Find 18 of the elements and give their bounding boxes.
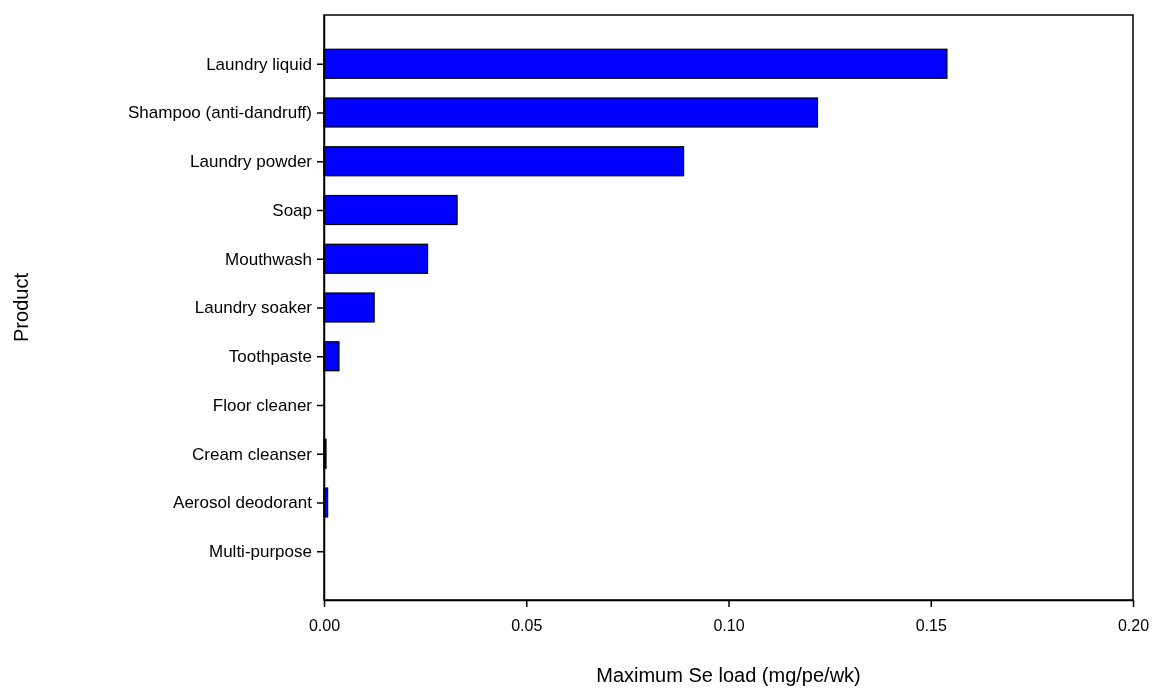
y-tick-label: Toothpaste xyxy=(228,347,312,367)
y-tick-label: Cream cleanser xyxy=(192,444,313,464)
y-tick-label: Laundry soaker xyxy=(194,298,313,318)
y-tick-label: Shampoo (anti-dandruff) xyxy=(128,103,312,123)
y-tick-label: Floor cleaner xyxy=(212,395,313,415)
y-axis-title: Product xyxy=(10,272,32,342)
x-axis-title: Maximum Se load (mg/pe/wk) xyxy=(596,664,861,686)
y-tick-label: Soap xyxy=(272,200,312,220)
x-tick-label: 0.20 xyxy=(1117,616,1150,634)
y-tick-label: Mouthwash xyxy=(225,249,312,269)
x-tick-label: 0.00 xyxy=(308,616,341,634)
x-tick-label: 0.15 xyxy=(915,616,947,634)
y-tick-label: Aerosol deodorant xyxy=(173,493,313,513)
y-tick-label: Laundry powder xyxy=(190,152,313,172)
x-tick-label: 0.05 xyxy=(511,616,543,634)
y-tick-label: Multi-purpose xyxy=(209,542,312,562)
x-tick-label: 0.10 xyxy=(713,616,745,634)
y-tick-label: Laundry liquid xyxy=(206,54,312,74)
